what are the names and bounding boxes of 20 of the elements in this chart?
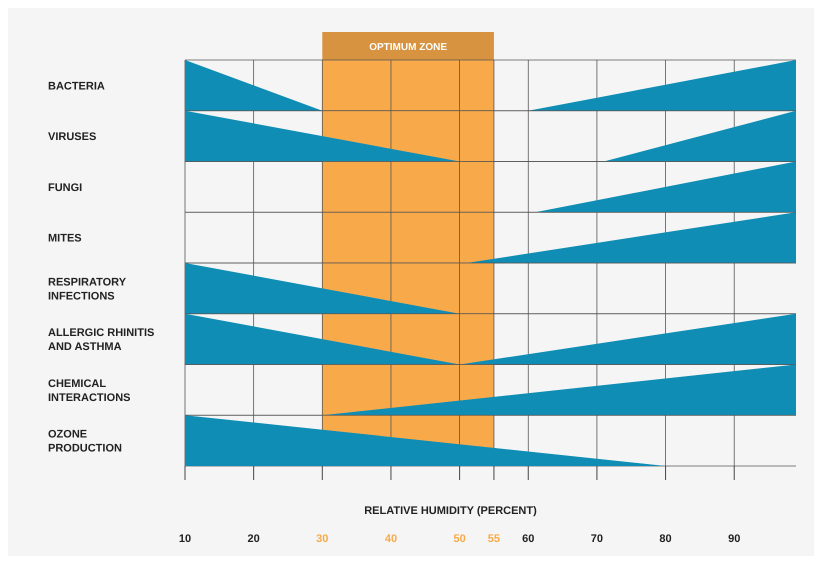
y-axis-title: CHEMICAL INTERACTIONS: [48, 378, 130, 404]
band-label: OPTIMUM ZONE: [369, 42, 448, 53]
x-tick-label: 20: [248, 533, 260, 545]
x-tick-label: 90: [728, 533, 740, 545]
y-axis-title: RESPIRATORY INFECTIONS: [48, 276, 127, 302]
x-axis-title: RELATIVE HUMIDITY (PERCENT): [364, 505, 538, 517]
x-tick-label: 50: [453, 533, 466, 545]
x-tick-label: 70: [590, 533, 604, 545]
x-tick-label: 55: [488, 533, 500, 545]
y-axis-title: MITES: [48, 232, 82, 245]
x-tick-label: 80: [659, 533, 672, 545]
y-axis-title: FUNGI: [48, 182, 82, 194]
y-axis-title: VIRUSES: [48, 131, 96, 144]
x-tick-label: 40: [384, 533, 398, 545]
x-tick-label: 60: [522, 533, 534, 545]
y-axis-title: BACTERIA: [48, 80, 105, 92]
y-axis-title: OZONE PRODUCTION: [48, 428, 122, 455]
y-axis-title: ALLERGIC RHINITIS AND ASTHMA: [48, 327, 154, 354]
x-tick-label: 30: [316, 533, 328, 545]
x-tick-label: 10: [178, 533, 192, 545]
